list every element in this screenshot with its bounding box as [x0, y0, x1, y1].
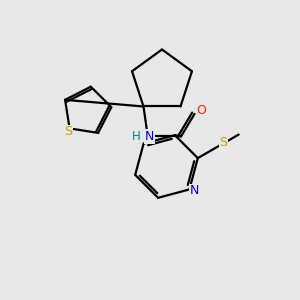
- Text: N: N: [145, 130, 154, 143]
- Text: S: S: [220, 136, 227, 149]
- Text: O: O: [196, 104, 206, 117]
- Text: N: N: [190, 184, 200, 197]
- Text: S: S: [64, 125, 72, 139]
- Text: H: H: [132, 130, 141, 143]
